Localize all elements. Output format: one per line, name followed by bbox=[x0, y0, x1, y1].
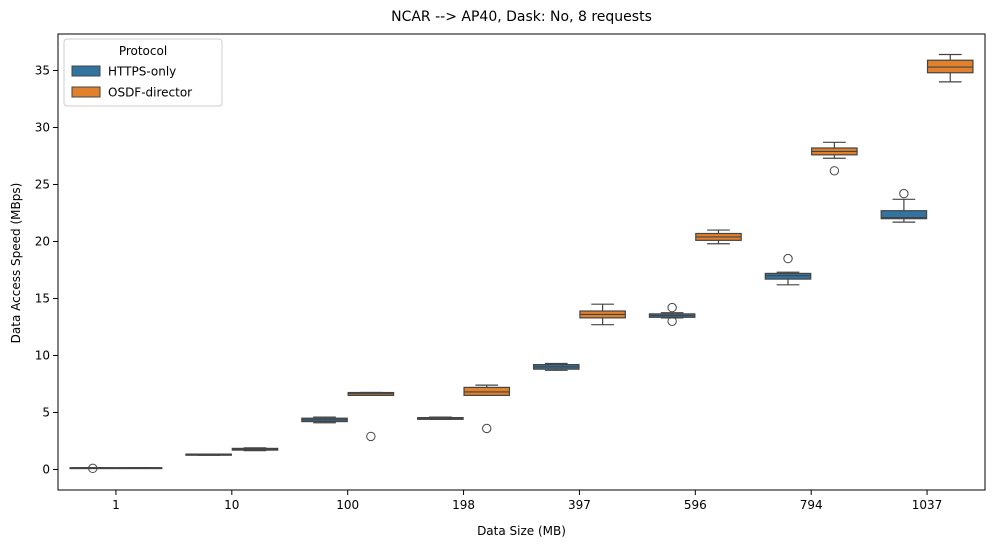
box-OSDF-director-100 bbox=[347, 391, 395, 442]
outlier-point bbox=[783, 253, 793, 264]
x-tick-label: 100 bbox=[336, 498, 359, 512]
x-tick-label: 397 bbox=[568, 498, 591, 512]
outlier-point bbox=[482, 423, 492, 434]
legend-swatch bbox=[71, 65, 101, 77]
box-HTTPS-only-1037 bbox=[880, 188, 928, 223]
outlier-point bbox=[88, 463, 98, 474]
x-tick-label: 10 bbox=[224, 498, 239, 512]
box-HTTPS-only-794 bbox=[764, 253, 812, 286]
legend-swatch bbox=[71, 86, 101, 98]
legend-entry: HTTPS-only bbox=[108, 65, 176, 79]
legend-frame bbox=[63, 38, 223, 107]
x-tick-label: 198 bbox=[452, 498, 475, 512]
x-tick-label: 794 bbox=[800, 498, 823, 512]
y-tick-label: 15 bbox=[35, 291, 50, 305]
x-axis-label: Data Size (MB) bbox=[477, 524, 566, 538]
box-OSDF-director-1037 bbox=[926, 53, 974, 83]
y-axis-label: Data Access Speed (MBps) bbox=[9, 183, 23, 344]
y-tick-label: 20 bbox=[35, 234, 50, 248]
box-HTTPS-only-198 bbox=[417, 416, 464, 420]
box-OSDF-director-596 bbox=[695, 229, 742, 245]
box-OSDF-director-198 bbox=[463, 384, 511, 434]
legend-title: Protocol bbox=[119, 44, 167, 58]
box-HTTPS-only-100 bbox=[301, 416, 348, 424]
y-tick-label: 10 bbox=[35, 348, 50, 362]
box-HTTPS-only-1 bbox=[69, 463, 117, 474]
box-HTTPS-only-10 bbox=[185, 453, 232, 456]
x-tick-label: 596 bbox=[684, 498, 707, 512]
y-tick-label: 0 bbox=[42, 462, 50, 476]
box-OSDF-director-397 bbox=[579, 303, 626, 326]
y-tick-label: 30 bbox=[35, 120, 50, 134]
outlier-point bbox=[667, 316, 677, 326]
box-HTTPS-only-596 bbox=[648, 302, 696, 326]
outlier-point bbox=[366, 431, 376, 442]
box-OSDF-director-794 bbox=[811, 141, 858, 176]
outlier-point bbox=[667, 302, 677, 313]
y-tick-label: 5 bbox=[42, 405, 50, 419]
y-tick-label: 35 bbox=[35, 63, 50, 77]
plot-area bbox=[69, 53, 974, 474]
outlier-point bbox=[899, 188, 909, 199]
axes: 0 5 10 15 20 25 30 35 1 10 100 198 397 596 794 1037 bbox=[35, 33, 986, 512]
box-HTTPS-only-397 bbox=[532, 362, 580, 371]
outlier-point bbox=[829, 166, 840, 176]
x-tick-label: 1 bbox=[112, 498, 120, 512]
box-OSDF-director-1 bbox=[115, 467, 163, 470]
x-tick-label: 1037 bbox=[912, 498, 943, 512]
legend: Protocol HTTPS-only OSDF-director bbox=[63, 38, 223, 107]
chart-title: NCAR --> AP40, Dask: No, 8 requests bbox=[391, 9, 652, 25]
y-tick-label: 25 bbox=[35, 177, 50, 191]
legend-entry: OSDF-director bbox=[108, 86, 192, 100]
box-OSDF-director-10 bbox=[231, 447, 279, 452]
plot-frame bbox=[57, 33, 986, 491]
box-body bbox=[880, 210, 928, 220]
